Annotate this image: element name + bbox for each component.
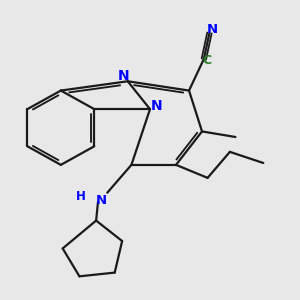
Text: N: N: [117, 69, 129, 83]
Text: C: C: [202, 54, 212, 67]
Text: N: N: [151, 99, 163, 113]
Text: N: N: [96, 194, 107, 207]
Text: H: H: [76, 190, 86, 203]
Text: N: N: [207, 23, 218, 36]
